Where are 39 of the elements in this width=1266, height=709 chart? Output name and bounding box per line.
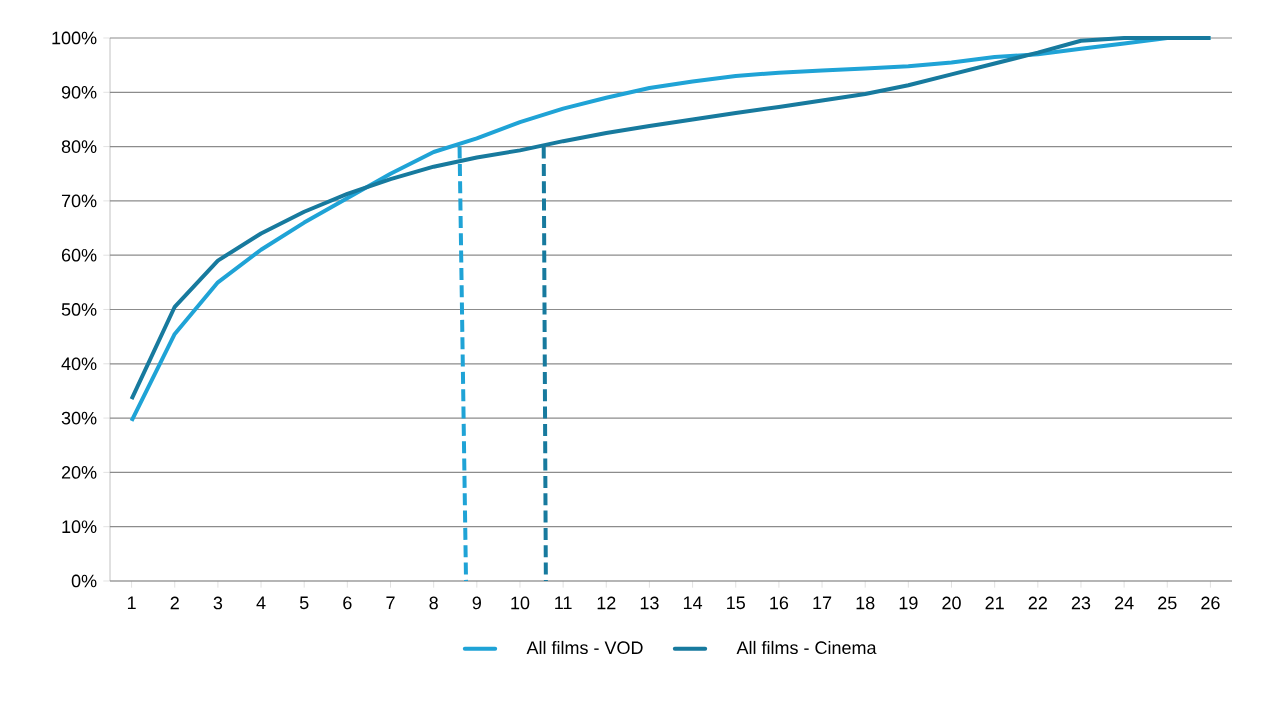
x-tick-label: 2 — [170, 596, 179, 610]
x-tick-label: 18 — [856, 596, 875, 610]
y-tick-label: 90% — [61, 85, 97, 99]
y-tick-label: 50% — [61, 303, 97, 316]
x-tick-label: 13 — [640, 596, 659, 610]
x-tick-label: 20 — [942, 596, 961, 610]
y-tick-label: 70% — [61, 194, 97, 208]
x-tick-label: 5 — [299, 596, 309, 610]
x-tick-label: 1 — [127, 596, 136, 609]
x-tick-label: 17 — [813, 596, 832, 609]
x-tick-label: 6 — [343, 596, 352, 610]
x-tick-label: 19 — [899, 596, 918, 610]
x-tick-label: 11 — [555, 596, 572, 609]
x-tick-label: 7 — [386, 596, 395, 609]
x-tick-label: 26 — [1201, 596, 1220, 610]
legend-label: All films - VOD — [526, 640, 643, 655]
x-tick-label: 4 — [256, 596, 266, 609]
y-tick-label: 20% — [61, 466, 97, 479]
x-tick-label: 12 — [597, 596, 616, 610]
x-tick-label: 16 — [770, 596, 789, 610]
x-tick-label: 23 — [1071, 596, 1091, 610]
x-tick-label: 22 — [1028, 596, 1047, 610]
x-tick-label: 14 — [683, 596, 703, 609]
x-tick-label: 21 — [985, 596, 1004, 610]
x-tick-label: 8 — [429, 596, 438, 610]
x-tick-label: 25 — [1158, 596, 1177, 610]
y-tick-label: 100% — [52, 31, 97, 45]
x-tick-label: 10 — [511, 596, 530, 610]
legend-label: All films - Cinema — [736, 640, 877, 655]
x-tick-label: 24 — [1115, 596, 1134, 610]
x-tick-label: 15 — [727, 596, 745, 610]
y-tick-label: 40% — [61, 357, 97, 371]
y-tick-label: 10% — [62, 520, 97, 534]
x-tick-label: 3 — [213, 596, 223, 610]
x-tick-label: 9 — [472, 596, 481, 610]
y-tick-label: 60% — [61, 248, 97, 262]
y-tick-label: 0% — [71, 574, 97, 588]
y-tick-label: 80% — [61, 140, 97, 153]
y-tick-label: 30% — [61, 411, 97, 425]
